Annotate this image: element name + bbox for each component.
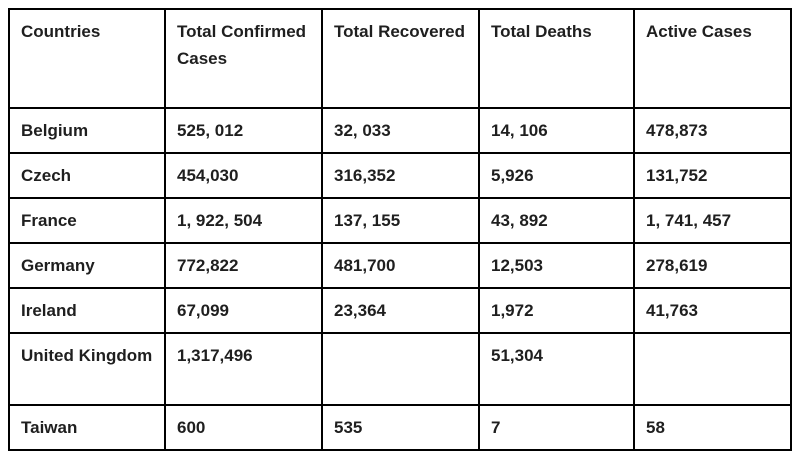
table-row-czech: Czech 454,030 316,352 5,926 131,752 (8, 152, 792, 199)
column-header-total-recovered: Total Recovered (321, 8, 480, 109)
covid-statistics-table: Countries Total Confirmed Cases Total Re… (8, 8, 792, 451)
column-header-total-deaths: Total Deaths (478, 8, 635, 109)
cell-taiwan-country: Taiwan (8, 404, 166, 451)
table-row-taiwan: Taiwan 600 535 7 58 (8, 404, 792, 451)
table-row-ireland: Ireland 67,099 23,364 1,972 41,763 (8, 287, 792, 334)
cell-ireland-confirmed: 67,099 (164, 287, 323, 334)
cell-united-kingdom-recovered (321, 332, 480, 406)
cell-czech-confirmed: 454,030 (164, 152, 323, 199)
cell-taiwan-recovered: 535 (321, 404, 480, 451)
table-row-belgium: Belgium 525, 012 32, 033 14, 106 478,873 (8, 107, 792, 154)
column-header-countries: Countries (8, 8, 166, 109)
cell-france-country: France (8, 197, 166, 244)
cell-belgium-deaths: 14, 106 (478, 107, 635, 154)
cell-taiwan-confirmed: 600 (164, 404, 323, 451)
cell-belgium-confirmed: 525, 012 (164, 107, 323, 154)
cell-united-kingdom-confirmed: 1,317,496 (164, 332, 323, 406)
cell-germany-recovered: 481,700 (321, 242, 480, 289)
table-row-france: France 1, 922, 504 137, 155 43, 892 1, 7… (8, 197, 792, 244)
cell-taiwan-active: 58 (633, 404, 792, 451)
cell-germany-deaths: 12,503 (478, 242, 635, 289)
cell-france-recovered: 137, 155 (321, 197, 480, 244)
cell-ireland-country: Ireland (8, 287, 166, 334)
cell-united-kingdom-deaths: 51,304 (478, 332, 635, 406)
cell-czech-deaths: 5,926 (478, 152, 635, 199)
cell-taiwan-deaths: 7 (478, 404, 635, 451)
table-row-united-kingdom: United Kingdom 1,317,496 51,304 (8, 332, 792, 406)
cell-france-confirmed: 1, 922, 504 (164, 197, 323, 244)
cell-united-kingdom-country: United Kingdom (8, 332, 166, 406)
column-header-total-confirmed-cases: Total Confirmed Cases (164, 8, 323, 109)
cell-ireland-deaths: 1,972 (478, 287, 635, 334)
cell-france-active: 1, 741, 457 (633, 197, 792, 244)
cell-ireland-recovered: 23,364 (321, 287, 480, 334)
cell-france-deaths: 43, 892 (478, 197, 635, 244)
cell-united-kingdom-active (633, 332, 792, 406)
cell-czech-active: 131,752 (633, 152, 792, 199)
cell-belgium-active: 478,873 (633, 107, 792, 154)
cell-belgium-country: Belgium (8, 107, 166, 154)
table-row-germany: Germany 772,822 481,700 12,503 278,619 (8, 242, 792, 289)
table-header-row: Countries Total Confirmed Cases Total Re… (8, 8, 792, 109)
cell-ireland-active: 41,763 (633, 287, 792, 334)
cell-germany-confirmed: 772,822 (164, 242, 323, 289)
cell-germany-country: Germany (8, 242, 166, 289)
cell-germany-active: 278,619 (633, 242, 792, 289)
cell-belgium-recovered: 32, 033 (321, 107, 480, 154)
cell-czech-recovered: 316,352 (321, 152, 480, 199)
cell-czech-country: Czech (8, 152, 166, 199)
column-header-active-cases: Active Cases (633, 8, 792, 109)
